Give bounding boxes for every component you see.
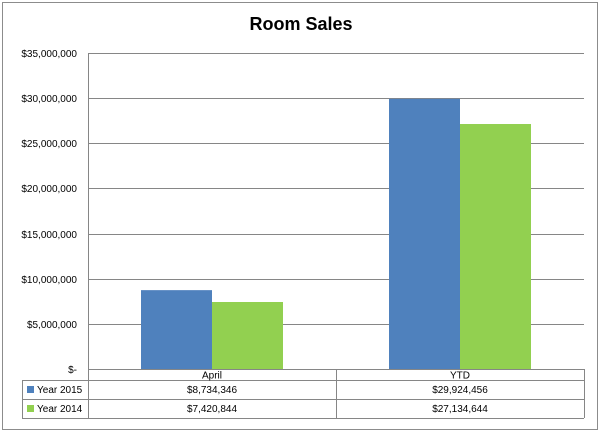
y-tick-label: $30,000,000 bbox=[21, 94, 77, 105]
legend-label: Year 2015 bbox=[37, 385, 83, 396]
bar-layer bbox=[141, 98, 531, 369]
data-label: $29,924,456 bbox=[432, 385, 488, 396]
data-label: $27,134,644 bbox=[432, 404, 488, 415]
data-label: $8,734,346 bbox=[187, 385, 237, 396]
data-table: April YTD Year 2015 $8,734,346 $29,924,456 Ye… bbox=[22, 369, 585, 419]
y-tick-label: $25,000,000 bbox=[21, 139, 77, 150]
y-tick-label: $15,000,000 bbox=[21, 230, 77, 241]
y-tick-label: $10,000,000 bbox=[21, 275, 77, 286]
bar-year-2014-ytd bbox=[460, 124, 531, 369]
x-category-label: April bbox=[202, 371, 222, 382]
y-tick-label: $- bbox=[68, 365, 77, 376]
y-tick-label: $35,000,000 bbox=[21, 49, 77, 60]
y-tick-label: $20,000,000 bbox=[21, 184, 77, 195]
data-label: $7,420,844 bbox=[187, 404, 237, 415]
bar-year-2015-ytd bbox=[389, 98, 460, 369]
bar-year-2014-april bbox=[212, 302, 283, 369]
legend-label: Year 2014 bbox=[37, 404, 83, 415]
legend-key-year-2014 bbox=[27, 405, 34, 412]
legend-key-year-2015 bbox=[27, 386, 34, 393]
bar-year-2015-april bbox=[141, 290, 212, 369]
x-category-label: YTD bbox=[450, 371, 470, 382]
chart-title: Room Sales bbox=[249, 14, 353, 34]
axis-layer: $- $5,000,000 $10,000,000 $15,000,000 $20,00… bbox=[21, 49, 89, 376]
y-tick-label: $5,000,000 bbox=[27, 320, 77, 331]
